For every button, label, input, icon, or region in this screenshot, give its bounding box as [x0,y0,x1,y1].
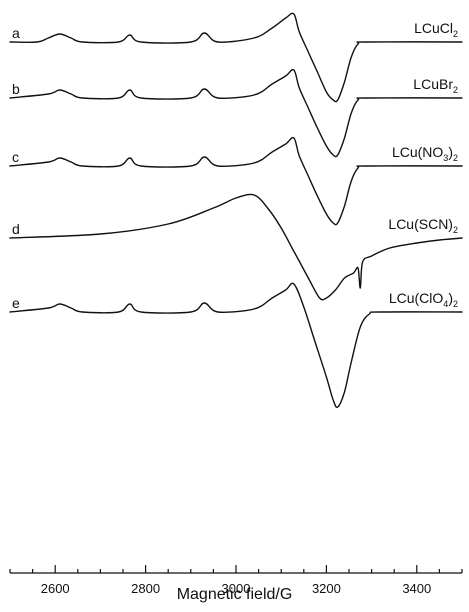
spectrum-trace-e [9,282,463,408]
spectrum-trace-b [9,68,463,158]
series-name-e: LCu(ClO4)2 [389,290,458,309]
series-letters: a b c d e [12,25,20,311]
x-axis-title: Magnetic field/G [176,586,293,603]
spectrum-traces [9,12,463,408]
series-name-c: LCu(NO3)2 [392,144,458,163]
series-letter-a: a [12,25,20,41]
spectrum-trace-d [9,193,463,301]
x-axis-ticks [9,565,463,573]
series-letter-b: b [12,81,20,97]
x-tick-label: 3200 [312,581,341,596]
series-name-a: LCuCl2 [414,20,458,39]
series-letter-d: d [12,221,20,237]
series-name-b: LCuBr2 [413,76,458,95]
spectrum-trace-a [9,12,463,103]
x-tick-label: 2800 [131,581,160,596]
x-axis: 2600 2800 3000 3200 3400 [9,565,463,596]
x-axis-tick-labels: 2600 2800 3000 3200 3400 [41,581,432,596]
series-letter-e: e [12,295,20,311]
series-letter-c: c [12,149,19,165]
x-tick-label: 3400 [402,581,431,596]
series-names: LCuCl2 LCuBr2 LCu(NO3)2 LCu(SCN)2 LCu(ClO4)2 [388,20,458,309]
x-tick-label: 2600 [41,581,70,596]
spectrum-trace-c [9,136,463,226]
x-tick-label: 3000 [222,581,251,596]
series-name-d: LCu(SCN)2 [388,216,458,235]
